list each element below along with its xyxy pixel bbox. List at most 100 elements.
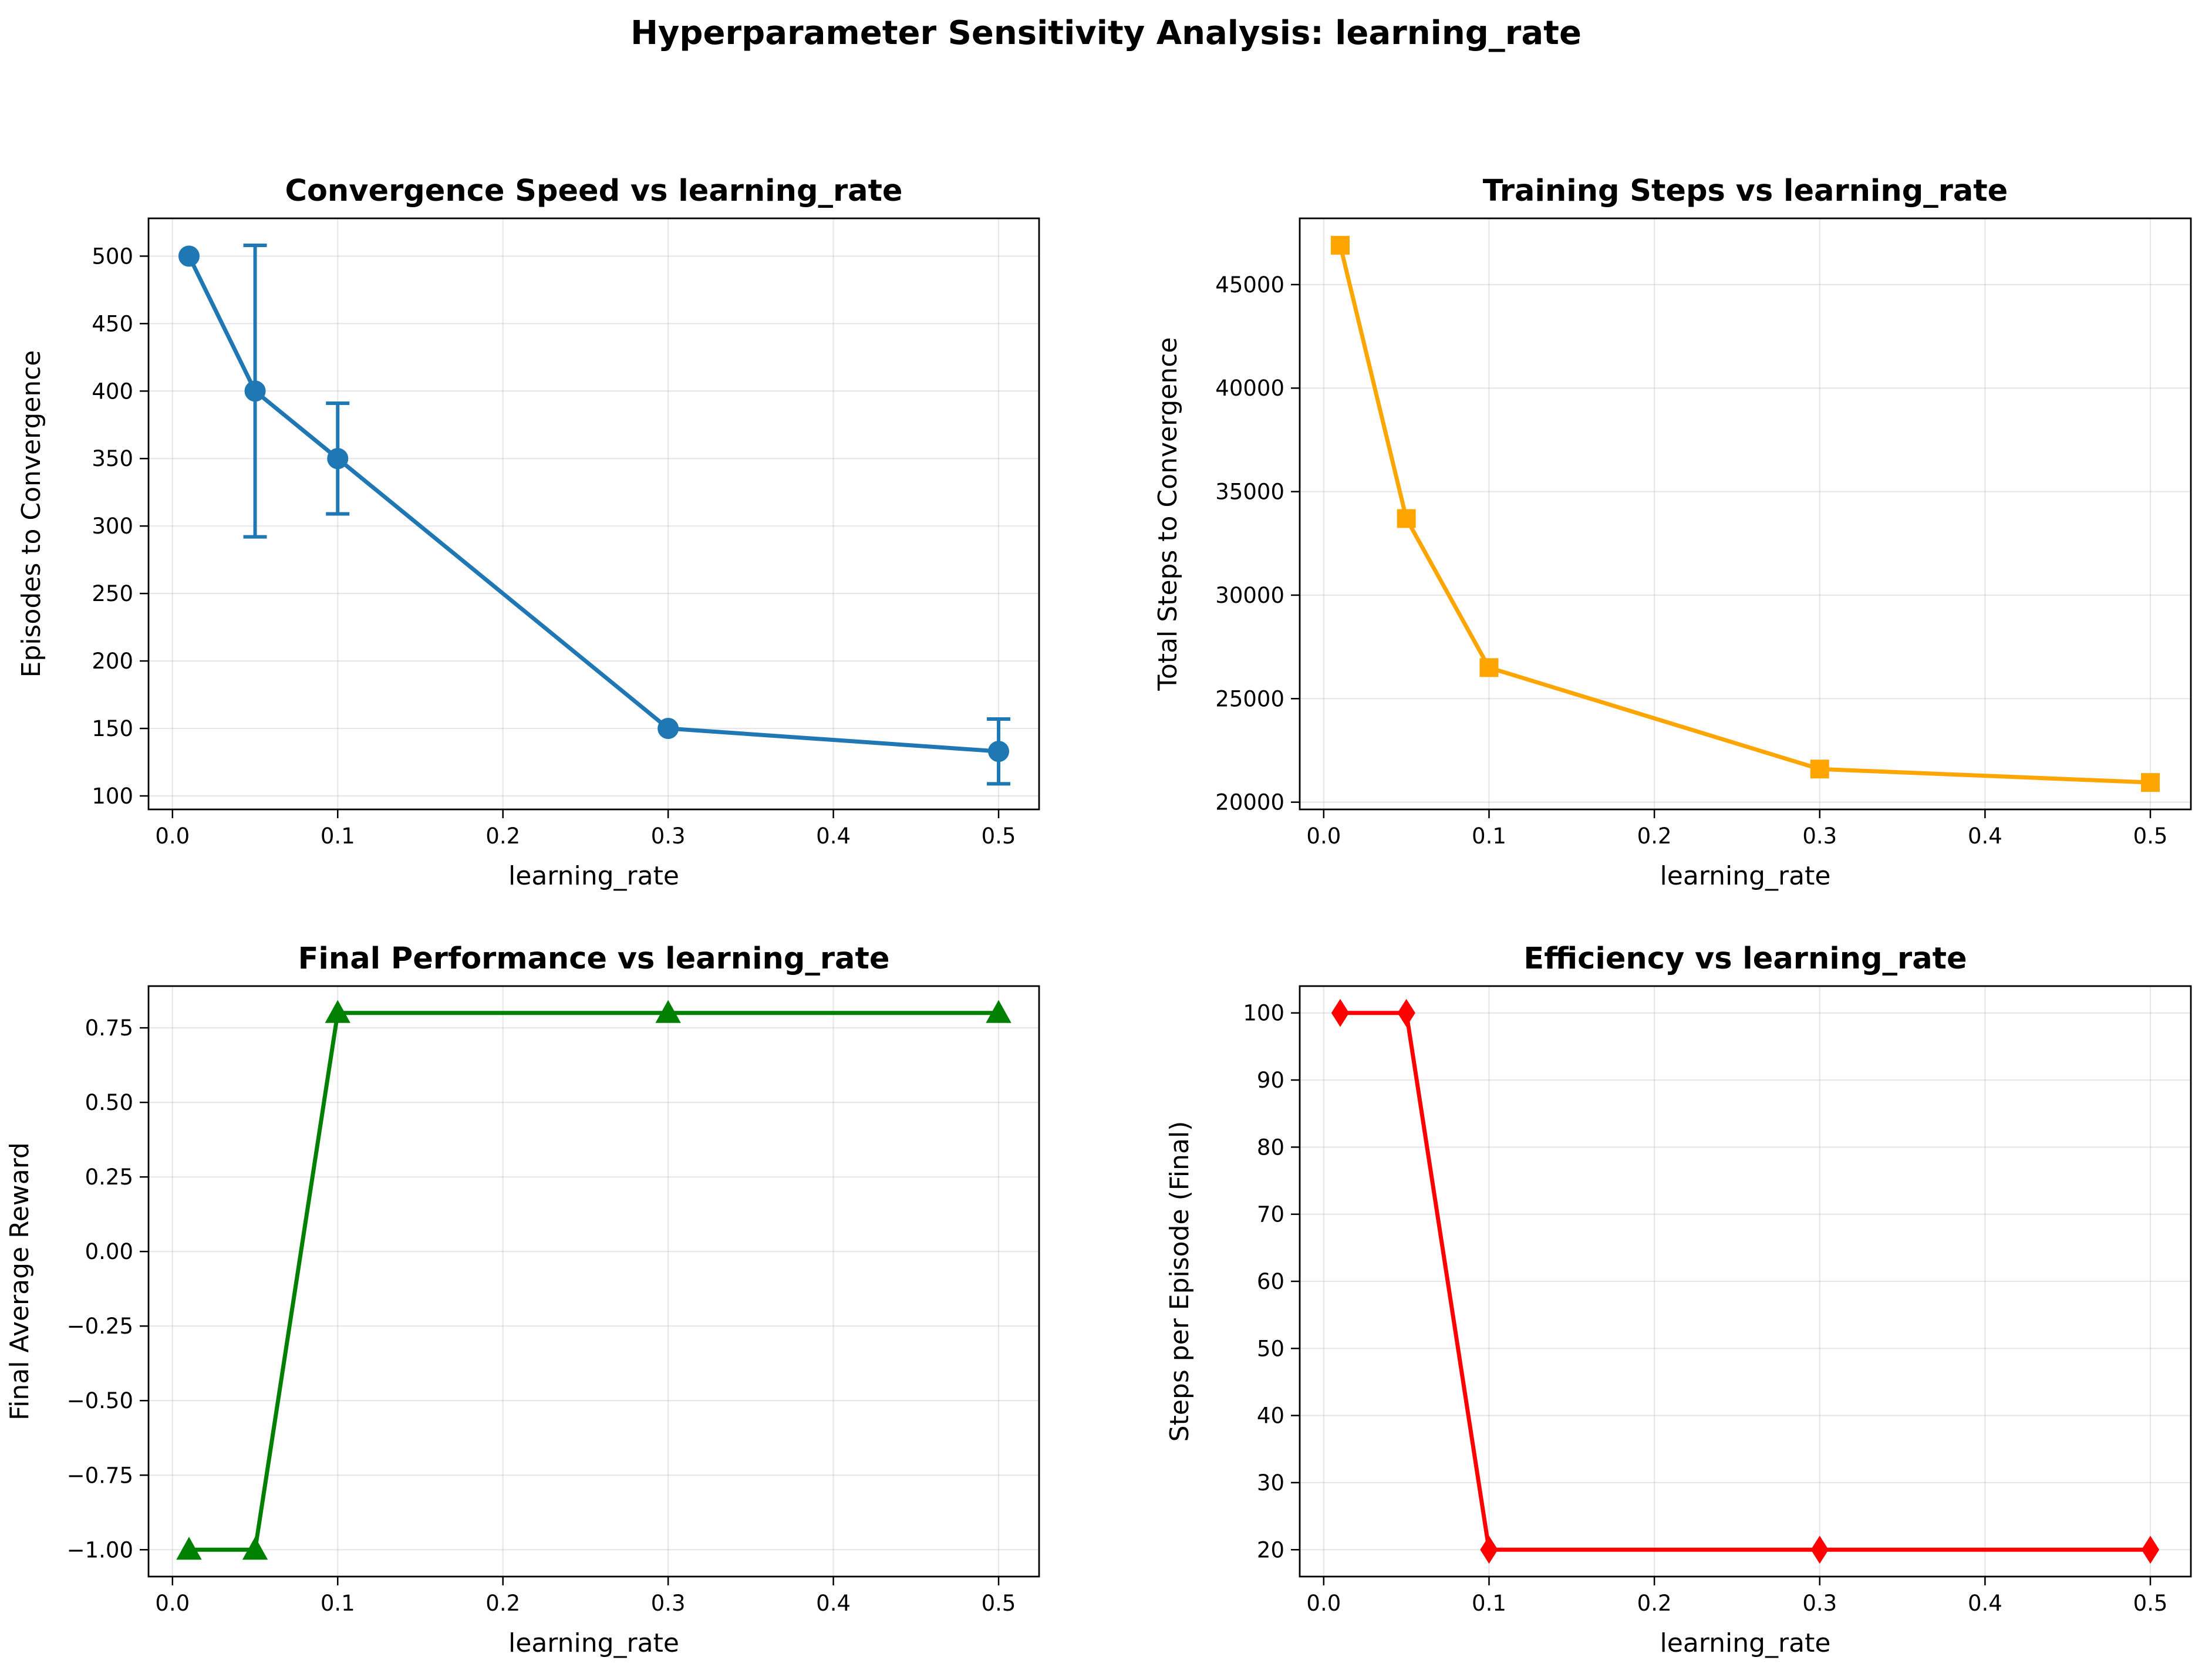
y-tick-label: −1.00: [67, 1537, 133, 1562]
data-point: [242, 1537, 268, 1560]
y-tick-label: 100: [1243, 1001, 1284, 1026]
x-axis-label: learning_rate: [508, 861, 679, 891]
y-tick-label: −0.75: [67, 1463, 133, 1488]
axes-frame: [147, 217, 1040, 811]
x-tick-label: 0.3: [1802, 1591, 1837, 1616]
x-tick-label: 0.2: [1637, 1591, 1672, 1616]
subplot-2: 0.0 0.1 0.2 0.3 0.4 0.5 20000 25000 30000 35000 40…: [1153, 174, 2192, 891]
y-tick-label: 45000: [1215, 272, 1284, 298]
data-point: [325, 1000, 350, 1023]
y-tick-label: 150: [92, 716, 133, 741]
subplot-1: 0.0 0.1 0.2 0.3 0.4 0.5 100 150 200 250 300 350 400 4…: [16, 174, 1040, 891]
data-point: [988, 741, 1010, 762]
x-tick-label: 0.3: [651, 824, 686, 849]
subplot-4: 0.0 0.1 0.2 0.3 0.4 0.5 20 30 40 50 60 70 80 90 100 Eff…: [1165, 941, 2192, 1658]
data-point: [657, 718, 679, 740]
data-point: [327, 448, 349, 470]
x-tick-label: 0.5: [2133, 1591, 2168, 1616]
y-tick-label: 35000: [1215, 480, 1284, 505]
x-tick-label: 0.2: [1637, 824, 1672, 849]
data-point: [178, 245, 200, 267]
x-tick-label: 0.1: [1472, 824, 1506, 849]
y-tick-label: 50: [1257, 1336, 1284, 1361]
subplot-title: Efficiency vs learning_rate: [1523, 941, 1967, 976]
axes-frame: [147, 985, 1040, 1578]
y-tick-label: 20: [1257, 1537, 1284, 1562]
y-tick-label: 400: [92, 379, 133, 404]
data-point: [1480, 1535, 1498, 1564]
y-tick-label: −0.50: [67, 1388, 133, 1413]
y-axis-label: Steps per Episode (Final): [1165, 1121, 1195, 1442]
plot-area: [149, 218, 1039, 809]
x-tick-label: 0.2: [485, 824, 520, 849]
subplot-3: 0.0 0.1 0.2 0.3 0.4 0.5 −1.00 −0.75 −0.50 −0.25 0.…: [5, 941, 1040, 1658]
x-tick-label: 0.4: [1968, 824, 2002, 849]
y-tick-label: 80: [1257, 1135, 1284, 1160]
x-tick-label: 0.5: [982, 824, 1016, 849]
x-tick-label: 0.2: [485, 1591, 520, 1616]
y-axis-label: Total Steps to Convergence: [1153, 337, 1183, 691]
y-tick-label: 30: [1257, 1470, 1284, 1496]
data-point: [2141, 1535, 2160, 1564]
x-axis-label: learning_rate: [508, 1628, 679, 1658]
y-tick-label: 250: [92, 581, 133, 606]
x-tick-label: 0.3: [1802, 824, 1837, 849]
data-point: [1810, 760, 1829, 779]
y-tick-label: 0.50: [85, 1090, 133, 1115]
y-tick-label: 300: [92, 514, 133, 539]
subplot-title: Final Performance vs learning_rate: [298, 941, 890, 976]
y-tick-label: 450: [92, 311, 133, 336]
y-tick-label: 350: [92, 446, 133, 471]
y-tick-label: 90: [1257, 1068, 1284, 1093]
data-point: [1397, 998, 1415, 1027]
data-point: [244, 380, 266, 402]
y-tick-label: 30000: [1215, 583, 1284, 608]
y-tick-label: −0.25: [67, 1314, 133, 1339]
x-tick-label: 0.0: [1306, 824, 1341, 849]
y-tick-label: 70: [1257, 1202, 1284, 1227]
x-tick-label: 0.1: [321, 824, 355, 849]
y-tick-label: 200: [92, 649, 133, 674]
data-point: [176, 1537, 202, 1560]
axes-frame: [1299, 985, 2192, 1578]
data-point: [1810, 1535, 1829, 1564]
subplot-title: Convergence Speed vs learning_rate: [285, 174, 902, 208]
x-tick-label: 0.4: [816, 824, 851, 849]
x-tick-label: 0.0: [155, 1591, 190, 1616]
y-tick-label: 40000: [1215, 376, 1284, 401]
subplot-title: Training Steps vs learning_rate: [1483, 174, 2008, 208]
y-axis-label: Final Average Reward: [5, 1142, 35, 1420]
y-tick-label: 20000: [1215, 790, 1284, 815]
data-point: [655, 1000, 681, 1023]
y-tick-label: 100: [92, 784, 133, 809]
data-point: [1479, 658, 1499, 677]
plot-area: [1300, 218, 2191, 809]
x-tick-label: 0.1: [1472, 1591, 1506, 1616]
x-tick-label: 0.4: [816, 1591, 851, 1616]
x-tick-label: 0.5: [982, 1591, 1016, 1616]
y-tick-label: 60: [1257, 1269, 1284, 1294]
data-point: [1331, 998, 1350, 1027]
x-tick-label: 0.5: [2133, 824, 2168, 849]
x-tick-label: 0.0: [155, 824, 190, 849]
x-tick-label: 0.0: [1306, 1591, 1341, 1616]
y-tick-label: 0.25: [85, 1165, 133, 1190]
y-tick-label: 40: [1257, 1403, 1284, 1429]
x-tick-label: 0.4: [1968, 1591, 2002, 1616]
x-tick-label: 0.3: [651, 1591, 686, 1616]
axes-frame: [1299, 217, 2192, 811]
y-tick-label: 0.00: [85, 1239, 133, 1264]
data-point: [986, 1000, 1011, 1023]
y-tick-label: 0.75: [85, 1015, 133, 1041]
y-tick-label: 500: [92, 244, 133, 269]
data-point: [1397, 509, 1416, 528]
y-axis-label: Episodes to Convergence: [16, 350, 46, 678]
x-tick-label: 0.1: [321, 1591, 355, 1616]
x-axis-label: learning_rate: [1660, 861, 1831, 891]
plot-area: [149, 986, 1039, 1577]
data-point: [1331, 235, 1350, 255]
y-tick-label: 25000: [1215, 686, 1284, 711]
data-point: [2141, 773, 2160, 792]
